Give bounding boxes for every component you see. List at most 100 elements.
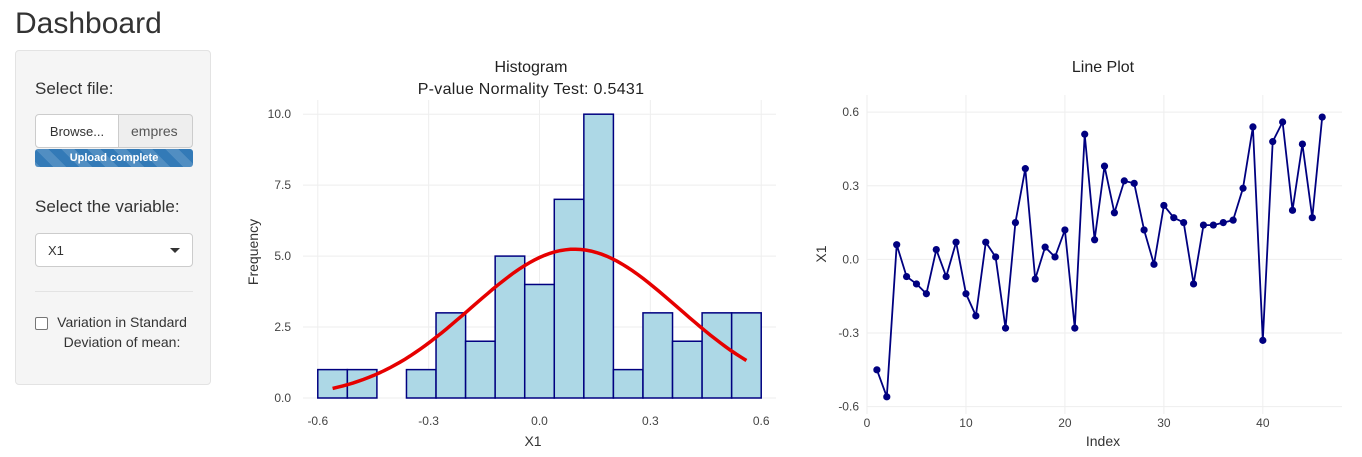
- divider: [35, 291, 193, 292]
- histogram-bar[interactable]: [701, 312, 733, 399]
- histogram-bar[interactable]: [405, 368, 437, 399]
- line-point[interactable]: [912, 280, 921, 288]
- histogram-bar[interactable]: [317, 368, 349, 399]
- line-x-axis-label: Index: [1086, 433, 1120, 449]
- histogram-chart[interactable]: Histogram P-value Normality Test: 0.5431…: [240, 0, 800, 457]
- sidebar-panel: Select file: Browse... empres Upload com…: [15, 50, 211, 385]
- line-point[interactable]: [1308, 214, 1316, 222]
- line-point[interactable]: [962, 290, 970, 298]
- line-point[interactable]: [952, 238, 960, 246]
- line-point[interactable]: [932, 245, 940, 254]
- histogram-bar[interactable]: [730, 312, 762, 399]
- line-point[interactable]: [873, 366, 881, 374]
- histogram-title-line2: P-value Normality Test: 0.5431: [418, 81, 645, 98]
- histogram-bar[interactable]: [494, 255, 526, 399]
- variable-select[interactable]: X1: [35, 233, 193, 267]
- line-point[interactable]: [1298, 140, 1307, 148]
- histogram-x-tick-label: 0.0: [531, 414, 548, 428]
- line-point[interactable]: [883, 393, 891, 401]
- std-variation-label: Variation in Standard Deviation of mean:: [57, 314, 187, 350]
- line-point[interactable]: [1279, 118, 1287, 126]
- histogram-y-tick-label: 0.0: [274, 391, 291, 405]
- histogram-y-axis-label: Frequency: [245, 219, 261, 285]
- line-point[interactable]: [1051, 253, 1059, 261]
- variable-select-value: X1: [48, 242, 64, 258]
- line-point[interactable]: [1140, 226, 1148, 234]
- line-y-tick-label: -0.6: [838, 400, 859, 414]
- line-point[interactable]: [1180, 219, 1188, 227]
- line-y-tick-label: 0.3: [842, 179, 859, 193]
- line-point[interactable]: [1021, 165, 1029, 173]
- histogram-bar[interactable]: [523, 283, 556, 399]
- line-plot-chart[interactable]: Line Plot -0.6 -0.3 0.0 0.3 0.6 0 10 20 30 40 In…: [810, 0, 1350, 457]
- line-x-tick-label: 40: [1256, 416, 1270, 430]
- histogram-y-tick-label: 2.5: [274, 320, 291, 334]
- line-point[interactable]: [1249, 123, 1257, 131]
- line-point[interactable]: [922, 290, 930, 298]
- line-point[interactable]: [1269, 138, 1277, 146]
- file-input-group: Browse... empres: [35, 114, 193, 148]
- histogram-x-axis-label: X1: [524, 433, 541, 449]
- line-point[interactable]: [1100, 162, 1109, 170]
- line-x-tick-label: 30: [1157, 416, 1171, 430]
- series-line: [876, 117, 1324, 398]
- histogram-bar[interactable]: [612, 368, 644, 399]
- line-point[interactable]: [1110, 209, 1118, 217]
- line-point[interactable]: [982, 238, 990, 246]
- line-point[interactable]: [1318, 113, 1326, 121]
- line-point[interactable]: [1130, 179, 1138, 187]
- line-point[interactable]: [1001, 324, 1010, 332]
- line-point[interactable]: [1219, 219, 1227, 227]
- histogram-bar[interactable]: [464, 340, 496, 399]
- line-point[interactable]: [942, 272, 950, 281]
- line-point[interactable]: [1041, 243, 1049, 251]
- line-point[interactable]: [1189, 280, 1198, 288]
- line-point[interactable]: [902, 272, 911, 281]
- histogram-title-line1: Histogram: [495, 59, 568, 76]
- line-point[interactable]: [893, 241, 901, 249]
- page-title: Dashboard: [15, 7, 162, 40]
- line-y-tick-label: 0.0: [842, 252, 859, 266]
- browse-button[interactable]: Browse...: [35, 114, 119, 148]
- variable-label: Select the variable:: [35, 197, 180, 216]
- line-point[interactable]: [1011, 219, 1020, 227]
- histogram-y-tick-label: 7.5: [274, 178, 291, 192]
- line-point[interactable]: [1150, 260, 1158, 268]
- histogram-bar[interactable]: [642, 312, 674, 399]
- line-point[interactable]: [1160, 201, 1168, 210]
- histogram-x-tick-label: 0.6: [753, 414, 770, 428]
- line-point[interactable]: [992, 253, 1000, 261]
- line-point[interactable]: [1199, 221, 1208, 229]
- line-x-tick-label: 10: [959, 416, 973, 430]
- histogram-bar[interactable]: [671, 340, 703, 399]
- line-y-tick-label: -0.3: [838, 326, 859, 340]
- file-name-field[interactable]: empres: [119, 114, 193, 148]
- line-point[interactable]: [1091, 236, 1099, 244]
- caret-down-icon: [170, 248, 180, 253]
- std-variation-option: Variation in Standard Deviation of mean:: [35, 314, 205, 352]
- line-y-tick-label: 0.6: [842, 105, 859, 119]
- histogram-x-tick-label: -0.6: [307, 414, 328, 428]
- line-point[interactable]: [1031, 275, 1039, 283]
- line-point[interactable]: [1229, 216, 1237, 224]
- line-point[interactable]: [1259, 336, 1267, 344]
- line-point[interactable]: [1120, 177, 1128, 185]
- line-x-tick-label: 0: [864, 416, 871, 430]
- histogram-y-tick-label: 5.0: [274, 249, 291, 263]
- upload-progress-bar: Upload complete: [35, 149, 193, 167]
- line-point[interactable]: [1081, 130, 1089, 138]
- histogram-x-tick-label: 0.3: [642, 414, 659, 428]
- line-point[interactable]: [1239, 184, 1247, 192]
- histogram-x-tick-label: -0.3: [418, 414, 439, 428]
- std-variation-checkbox[interactable]: [35, 317, 48, 330]
- line-point[interactable]: [972, 312, 980, 320]
- line-point[interactable]: [1288, 206, 1297, 214]
- histogram-y-tick-label: 10.0: [268, 107, 292, 121]
- line-plot-title: Line Plot: [1072, 59, 1135, 76]
- line-point[interactable]: [1061, 226, 1069, 234]
- line-point[interactable]: [1209, 221, 1217, 229]
- normal-density-curve: [332, 247, 748, 391]
- line-point[interactable]: [1071, 324, 1079, 332]
- histogram-bar[interactable]: [553, 198, 585, 399]
- line-point[interactable]: [1170, 214, 1178, 222]
